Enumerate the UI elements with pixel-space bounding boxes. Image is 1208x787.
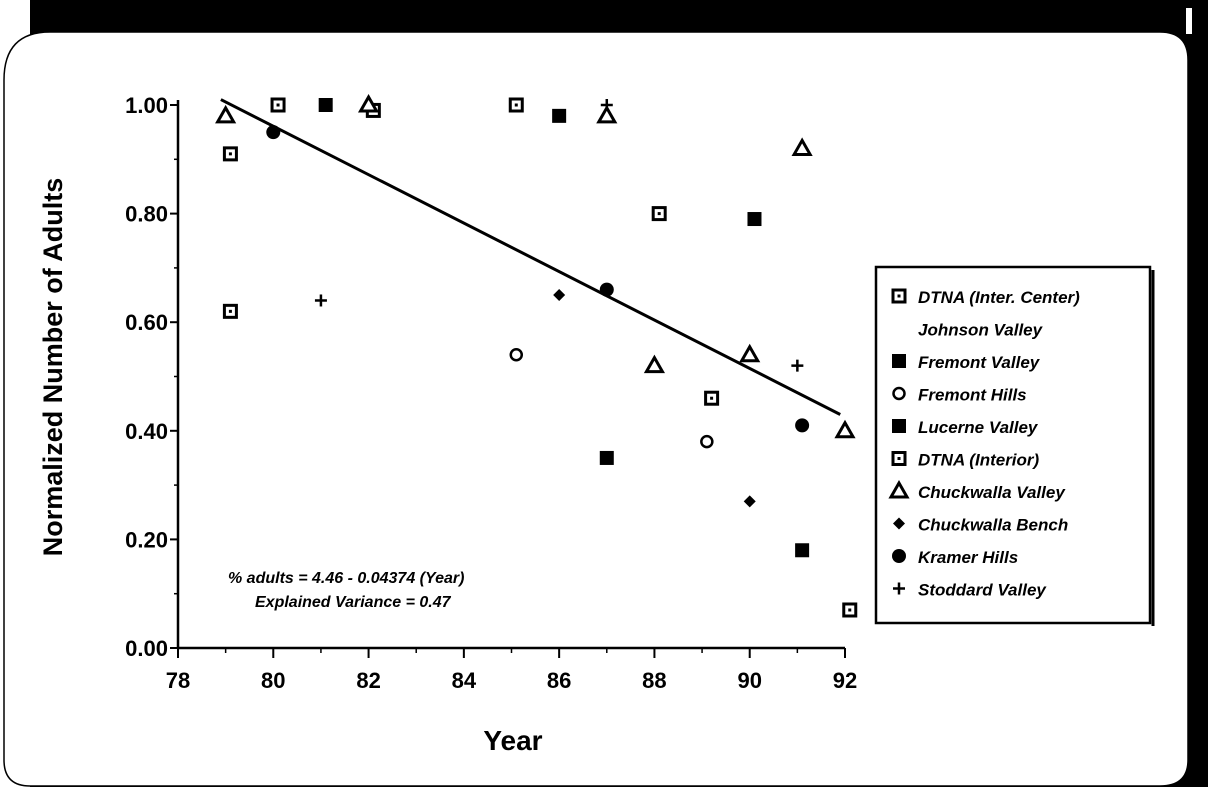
- axes: 78 80 82 84 86 88 90 92 0.00 0.20 0.40 0.60 0.80 1.00: [125, 93, 857, 693]
- data-point: [747, 212, 762, 227]
- data-points: [215, 93, 858, 618]
- x-tick-label: 80: [261, 668, 285, 693]
- data-point: [599, 282, 614, 297]
- legend-label: Chuckwalla Bench: [918, 516, 1068, 535]
- data-point: [700, 434, 714, 449]
- legend-marker: [893, 582, 905, 595]
- legend-marker: [892, 549, 906, 563]
- data-point: [743, 495, 756, 508]
- data-point: [508, 97, 524, 113]
- data-point: [314, 294, 327, 307]
- legend-marker: [888, 479, 910, 499]
- data-point: [795, 543, 810, 558]
- legend-marker: [892, 386, 906, 401]
- regression-line: [220, 98, 841, 416]
- legend-marker: [891, 288, 907, 304]
- x-tick-label: 86: [547, 668, 571, 693]
- legend-marker: [892, 354, 906, 368]
- variance-annotation: Explained Variance = 0.47: [255, 594, 452, 611]
- legend-box: [874, 265, 1152, 625]
- legend-label: Johnson Valley: [918, 321, 1044, 340]
- data-point: [318, 98, 333, 112]
- regression-line-group: [220, 98, 841, 416]
- data-point: [215, 104, 237, 124]
- x-tick-label: 92: [833, 668, 857, 693]
- x-tick-label: 78: [166, 668, 190, 693]
- legend-label: DTNA (Inter. Center): [918, 288, 1080, 307]
- legend-marker: [891, 451, 907, 466]
- data-point: [222, 303, 238, 319]
- y-tick-label: 0.00: [125, 636, 168, 661]
- legend-label: Kramer Hills: [918, 548, 1018, 567]
- x-tick-label: 90: [737, 668, 761, 693]
- data-point: [266, 125, 281, 140]
- x-axis-label: Year: [483, 725, 542, 756]
- data-point: [509, 348, 524, 362]
- data-point: [791, 137, 813, 156]
- data-point: [651, 206, 667, 222]
- data-point: [704, 390, 720, 406]
- legend-label: Chuckwalla Valley: [918, 483, 1066, 502]
- data-point: [791, 359, 804, 372]
- frame-notch: [1186, 8, 1192, 34]
- legend-label: Lucerne Valley: [918, 418, 1039, 437]
- data-point: [842, 602, 858, 618]
- data-point: [795, 418, 810, 433]
- data-point: [222, 146, 238, 162]
- legend-marker: [892, 419, 906, 433]
- y-tick-label: 0.20: [125, 527, 168, 552]
- data-point: [643, 354, 666, 374]
- legend-label: DTNA (Interior): [918, 451, 1040, 470]
- y-tick-label: 1.00: [125, 93, 168, 118]
- y-tick-label: 0.80: [125, 202, 168, 227]
- data-point: [553, 289, 566, 302]
- y-tick-label: 0.40: [125, 419, 168, 444]
- y-tick-label: 0.60: [125, 310, 168, 335]
- legend: DTNA (Inter. Center) Johnson Valley Fremon…: [888, 288, 1080, 600]
- data-point: [270, 97, 286, 113]
- data-point: [599, 450, 614, 465]
- legend-label: Stoddard Valley: [918, 581, 1047, 600]
- x-tick-label: 82: [356, 668, 380, 693]
- x-tick-label: 84: [452, 668, 477, 693]
- legend-label: Fremont Valley: [918, 353, 1041, 372]
- y-axis-label: Normalized Number of Adults: [38, 178, 68, 557]
- legend-marker: [893, 517, 905, 530]
- data-point: [552, 108, 567, 123]
- legend-label: Fremont Hills: [918, 386, 1027, 405]
- equation-annotation: % adults = 4.46 - 0.04374 (Year): [228, 570, 464, 587]
- data-point: [596, 104, 618, 124]
- data-point: [357, 93, 380, 113]
- x-tick-label: 88: [642, 668, 666, 693]
- data-point: [739, 343, 761, 363]
- data-point: [600, 99, 613, 111]
- data-point: [834, 419, 856, 439]
